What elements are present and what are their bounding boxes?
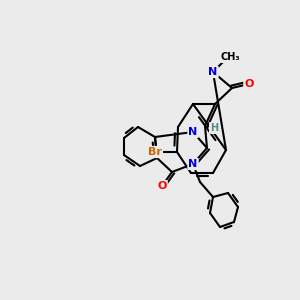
Text: N: N <box>188 127 198 137</box>
Text: O: O <box>244 79 254 89</box>
Text: Br: Br <box>148 147 162 157</box>
Text: CH₃: CH₃ <box>220 52 240 62</box>
Text: N: N <box>188 159 198 169</box>
Text: H: H <box>210 123 218 133</box>
Text: N: N <box>208 67 217 77</box>
Text: O: O <box>157 181 167 191</box>
